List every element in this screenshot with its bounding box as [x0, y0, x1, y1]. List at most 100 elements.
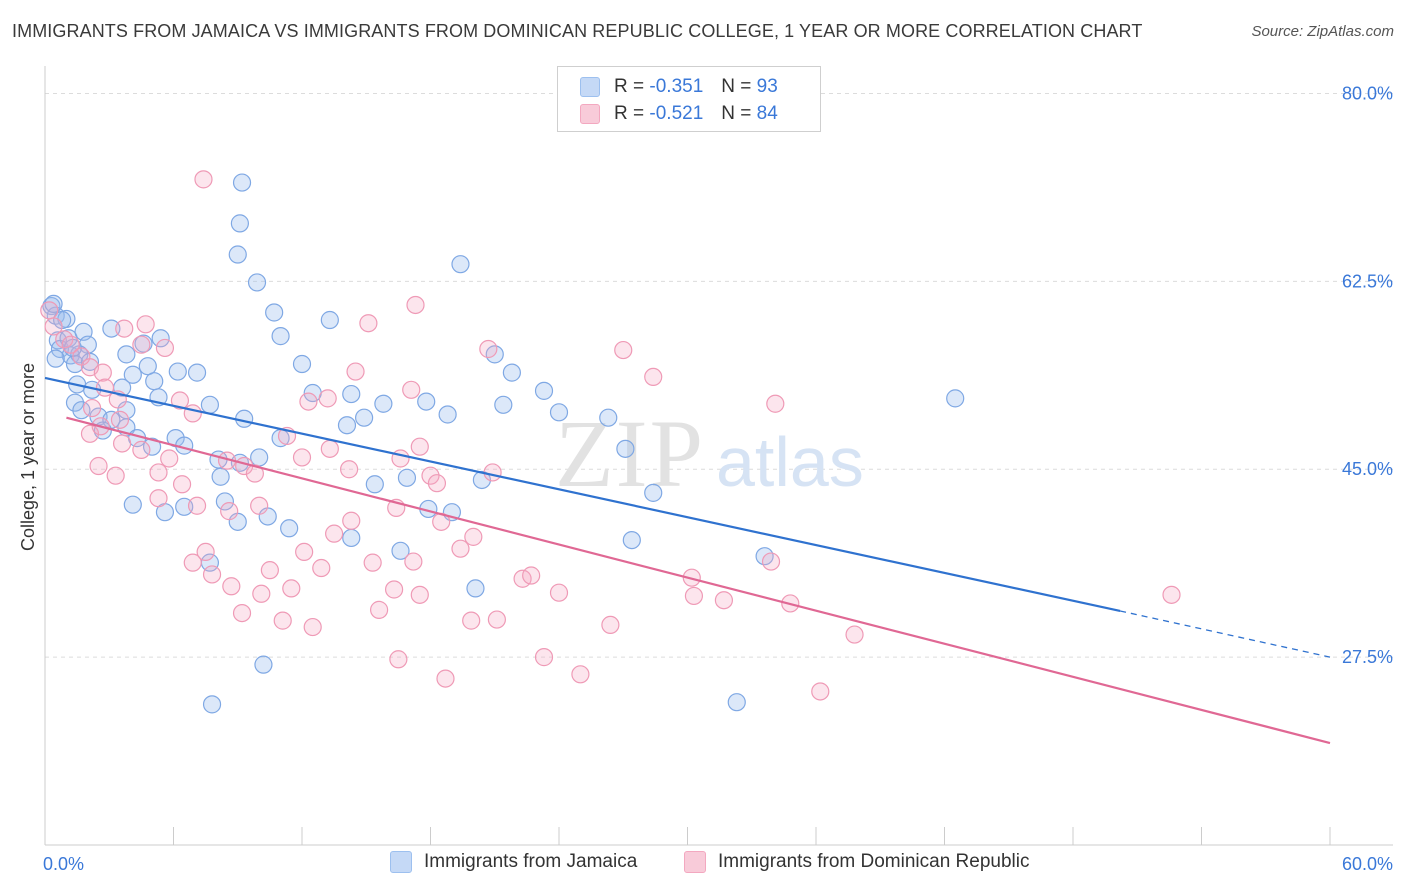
- dominican-point: [183, 404, 202, 423]
- jamaica-point: [175, 497, 194, 516]
- dominican-trend-line: [66, 416, 1331, 745]
- dominican-point: [427, 474, 447, 493]
- legend-row-jamaica: R = -0.351 N = 93: [580, 74, 778, 100]
- jamaica-point: [451, 255, 470, 274]
- dominican-point: [761, 552, 781, 571]
- jamaica-point: [599, 408, 618, 427]
- y-tick-label: 80.0%: [1342, 83, 1393, 103]
- dominican-point: [83, 398, 102, 418]
- dominican-point: [391, 449, 410, 468]
- jamaica-point: [342, 384, 361, 404]
- legend-r-label: R =: [614, 76, 645, 97]
- dominican-point: [273, 611, 292, 630]
- dominican-point: [462, 611, 481, 630]
- watermark-zip: ZIP: [555, 400, 705, 507]
- dominican-point: [359, 314, 378, 333]
- watermark-atlas: atlas: [716, 423, 864, 501]
- dominican-point: [370, 600, 389, 619]
- dominican-point: [220, 502, 239, 521]
- y-tick-label: 27.5%: [1342, 647, 1393, 667]
- axes: [44, 66, 1393, 846]
- x-tick-label: 60.0%: [1342, 854, 1393, 874]
- jamaica-point: [280, 519, 299, 538]
- chart-title: IMMIGRANTS FROM JAMAICA VS IMMIGRANTS FR…: [12, 21, 1143, 41]
- legend-r-value-dominican: -0.521: [649, 103, 704, 124]
- dominican-point: [325, 524, 344, 543]
- dominican-point: [61, 335, 80, 354]
- jamaica-point: [168, 362, 187, 381]
- dominican-point: [479, 339, 498, 359]
- dominican-point: [106, 466, 125, 485]
- dominican-point: [222, 577, 241, 596]
- dominican-point: [684, 586, 704, 606]
- dominican-point: [110, 410, 130, 429]
- dominican-point: [614, 340, 633, 360]
- dominican-point: [389, 650, 408, 669]
- dominican-point: [292, 448, 312, 467]
- dominican-point: [451, 539, 470, 558]
- dominican-point: [89, 456, 108, 476]
- jamaica-point: [80, 352, 100, 371]
- legend-swatch-dominican: [580, 104, 600, 124]
- dominican-point: [252, 584, 271, 603]
- jamaica-point: [123, 495, 142, 514]
- jamaica-point: [534, 381, 554, 400]
- dominican-point: [601, 615, 620, 635]
- dominican-point: [714, 591, 734, 610]
- jamaica-point: [417, 392, 436, 411]
- dominican-point: [522, 566, 541, 585]
- dominican-point: [766, 394, 785, 413]
- x-tick-label: 0.0%: [43, 854, 84, 874]
- jamaica-point: [254, 655, 273, 674]
- dominican-point: [299, 392, 318, 411]
- bottom-legend-label-jamaica: Immigrants from Jamaica: [424, 851, 638, 872]
- dominican-point: [303, 617, 322, 637]
- chart-source: Source: ZipAtlas.com: [1251, 23, 1394, 40]
- legend-n-label: N =: [721, 76, 752, 97]
- jamaica-point: [320, 310, 339, 330]
- jamaica-point: [230, 214, 249, 233]
- trend-lines: [44, 376, 1331, 745]
- dominican-point: [483, 463, 502, 482]
- dominican-point: [410, 437, 429, 456]
- jamaica-point: [211, 467, 230, 486]
- dominican-point: [196, 542, 215, 562]
- dominican-point: [436, 669, 455, 688]
- dominican-point: [571, 665, 590, 684]
- dominican-point: [132, 440, 151, 460]
- jamaica-point: [549, 403, 569, 422]
- jamaica-point: [215, 492, 234, 511]
- jamaica-point: [151, 329, 170, 348]
- dominican-point: [421, 466, 440, 485]
- y-tick-label: 45.0%: [1342, 459, 1393, 479]
- jamaica-point: [494, 395, 513, 414]
- dominican-point: [170, 391, 190, 410]
- dominican-point: [320, 439, 339, 458]
- dominican-point: [549, 583, 569, 602]
- jamaica-point: [502, 363, 521, 382]
- dominican-point: [232, 603, 252, 623]
- jamaica-point: [187, 363, 207, 382]
- jamaica-point: [946, 389, 965, 408]
- dominican-point: [406, 295, 425, 315]
- legend-n-label: N =: [721, 103, 752, 124]
- data-points: [40, 170, 1181, 714]
- dominican-point: [318, 389, 337, 408]
- dominican-point: [136, 315, 155, 334]
- jamaica-point: [622, 530, 641, 550]
- dominican-point: [312, 558, 331, 578]
- legend-r-value-jamaica: -0.351: [649, 76, 704, 97]
- y-axis-label: College, 1 year or more: [18, 363, 38, 551]
- dominican-point: [172, 475, 192, 494]
- legend-r-label: R =: [614, 103, 645, 124]
- jamaica-point: [342, 528, 361, 548]
- dominican-point: [410, 585, 429, 604]
- jamaica-point: [138, 357, 157, 376]
- jamaica-point: [228, 245, 247, 264]
- jamaica-point: [247, 273, 267, 292]
- dominican-point: [534, 648, 554, 667]
- dominican-point: [44, 317, 63, 336]
- dominican-point: [363, 553, 382, 572]
- jamaica-trend-extension: [1119, 610, 1331, 658]
